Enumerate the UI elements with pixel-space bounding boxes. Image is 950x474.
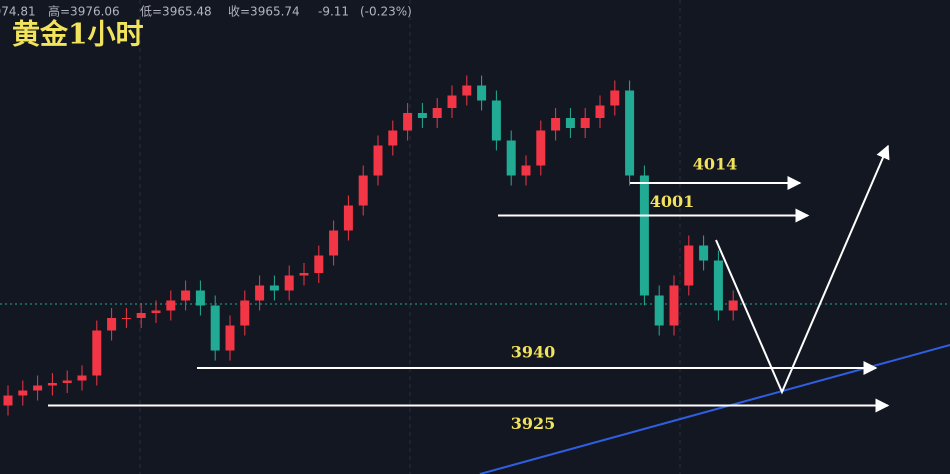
candle-body	[151, 310, 161, 313]
candle-body	[225, 325, 235, 351]
candle-body	[121, 318, 131, 319]
candle-body	[358, 175, 368, 206]
candle-body	[329, 230, 339, 256]
candle-body	[521, 165, 531, 176]
candle-body	[92, 330, 102, 376]
candle-body	[462, 85, 472, 96]
candle-body	[284, 275, 294, 291]
candle-body	[210, 305, 220, 351]
candle-body	[536, 130, 546, 166]
projection-arrow	[715, 144, 890, 395]
candle-body	[699, 245, 709, 261]
candle-body	[18, 390, 28, 396]
candle-body	[77, 375, 87, 381]
ohlc-text: -9.11	[318, 5, 349, 19]
ohlc-text: 低=3965.48	[140, 5, 212, 19]
candle-body	[654, 295, 664, 326]
candle-body	[477, 85, 487, 101]
candle-body	[491, 100, 501, 141]
level-label: 4001	[650, 192, 695, 211]
candle-body	[33, 385, 43, 391]
candle-body	[181, 290, 191, 301]
header: 3974.81 高=3976.06 低=3965.48 收=3965.74 -9.11 (…	[0, 4, 412, 19]
candle-body	[639, 175, 649, 296]
candle-body	[388, 130, 398, 146]
ohlc-text: (-0.23%)	[360, 5, 412, 19]
candles	[3, 75, 738, 416]
candle-body	[684, 245, 694, 286]
candle-body	[403, 113, 413, 131]
candle-body	[343, 205, 353, 231]
candle-body	[669, 285, 679, 326]
ohlc-text: 收=3965.74	[228, 5, 300, 19]
candle-body	[580, 118, 590, 128]
ohlc-text: 3974.81	[0, 5, 36, 19]
candle-body	[565, 118, 575, 128]
candle-body	[373, 145, 383, 176]
grid	[139, 0, 681, 474]
candle-body	[299, 273, 309, 276]
candle-body	[269, 285, 279, 291]
candle-body	[728, 300, 738, 311]
candle-body	[107, 318, 117, 331]
candle-body	[136, 313, 146, 318]
level-label: 3925	[511, 414, 556, 433]
level-label: 3940	[511, 343, 556, 362]
candle-body	[417, 113, 427, 118]
candle-body	[432, 108, 442, 118]
candle-body	[3, 395, 13, 406]
candle-body	[314, 255, 324, 273]
candle-body	[240, 300, 250, 326]
ohlc-text: 高=3976.06	[48, 4, 120, 19]
levels: 4014 4001 3940 3925	[48, 155, 890, 433]
candle-body	[47, 383, 57, 386]
chart-title: 黄金1小时	[12, 18, 143, 51]
candle-body	[595, 105, 605, 118]
candle-body	[255, 285, 265, 301]
candle-body	[166, 300, 176, 311]
candle-body	[195, 290, 205, 306]
candle-body	[625, 90, 635, 176]
candle-body	[447, 95, 457, 108]
candle-body	[713, 260, 723, 311]
candle-body	[506, 140, 516, 176]
candle-body	[610, 90, 620, 106]
level-label: 4014	[693, 155, 738, 174]
candle-body	[62, 380, 72, 383]
candle-body	[551, 118, 561, 131]
